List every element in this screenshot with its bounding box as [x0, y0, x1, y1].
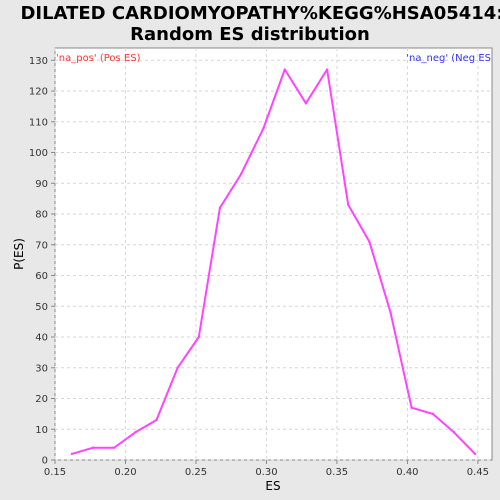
y-tick-label: 80 [35, 210, 48, 221]
y-tick-label: 60 [35, 271, 48, 282]
legend-neg: 'na_neg' (Neg ES [406, 53, 491, 64]
series-layer [70, 68, 477, 456]
data-point [239, 172, 243, 176]
y-tick-label: 10 [35, 425, 48, 436]
y-tick-label: 20 [35, 394, 48, 405]
plot-area [54, 47, 493, 461]
data-point [176, 366, 179, 369]
x-axis-label: ES [265, 479, 280, 493]
y-tick-label: 100 [29, 148, 48, 159]
x-tick-label: 0.35 [326, 467, 348, 478]
y-tick-label: 0 [42, 456, 48, 467]
y-tick-label: 40 [35, 333, 48, 344]
x-tick-label: 0.40 [396, 467, 418, 478]
data-point [410, 406, 413, 409]
y-tick-label: 130 [29, 56, 48, 67]
y-axis-label: P(ES) [12, 238, 26, 270]
chart-title-line2: Random ES distribution [130, 24, 370, 45]
data-point [389, 311, 392, 314]
chart-title-line1: DILATED CARDIOMYOPATHY%KEGG%HSA05414: [20, 3, 500, 24]
x-tick-label: 0.25 [185, 467, 207, 478]
y-tick-label: 70 [35, 240, 48, 251]
data-point [218, 206, 222, 210]
series-line-0 [71, 68, 476, 455]
legend-pos: 'na_pos' (Pos ES) [56, 53, 141, 64]
data-point [134, 431, 137, 434]
data-point [347, 203, 350, 207]
data-point [431, 412, 434, 416]
data-point [113, 446, 116, 449]
y-tick-label: 90 [35, 179, 48, 190]
tick-layer: 0.15 0.20 0.25 0.30 0.35 0.40 0.45 0 10 20 30 40 50 6… [29, 56, 489, 478]
data-point [262, 126, 265, 130]
data-point [91, 446, 95, 449]
x-tick-label: 0.30 [255, 467, 277, 478]
y-tick-label: 30 [35, 363, 48, 374]
x-tick-label: 0.20 [114, 467, 136, 478]
x-tick-label: 0.45 [467, 467, 489, 478]
data-point [304, 102, 308, 105]
y-tick-label: 110 [29, 117, 48, 128]
data-point [283, 68, 286, 71]
y-tick-label: 120 [29, 87, 48, 98]
y-tick-label: 50 [35, 302, 48, 313]
data-point [452, 431, 456, 434]
data-point [368, 240, 371, 243]
data-point [70, 452, 74, 456]
data-point [197, 335, 200, 339]
data-point [473, 452, 477, 456]
x-tick-label: 0.15 [44, 467, 66, 478]
data-point [325, 68, 329, 71]
data-point [155, 418, 158, 422]
